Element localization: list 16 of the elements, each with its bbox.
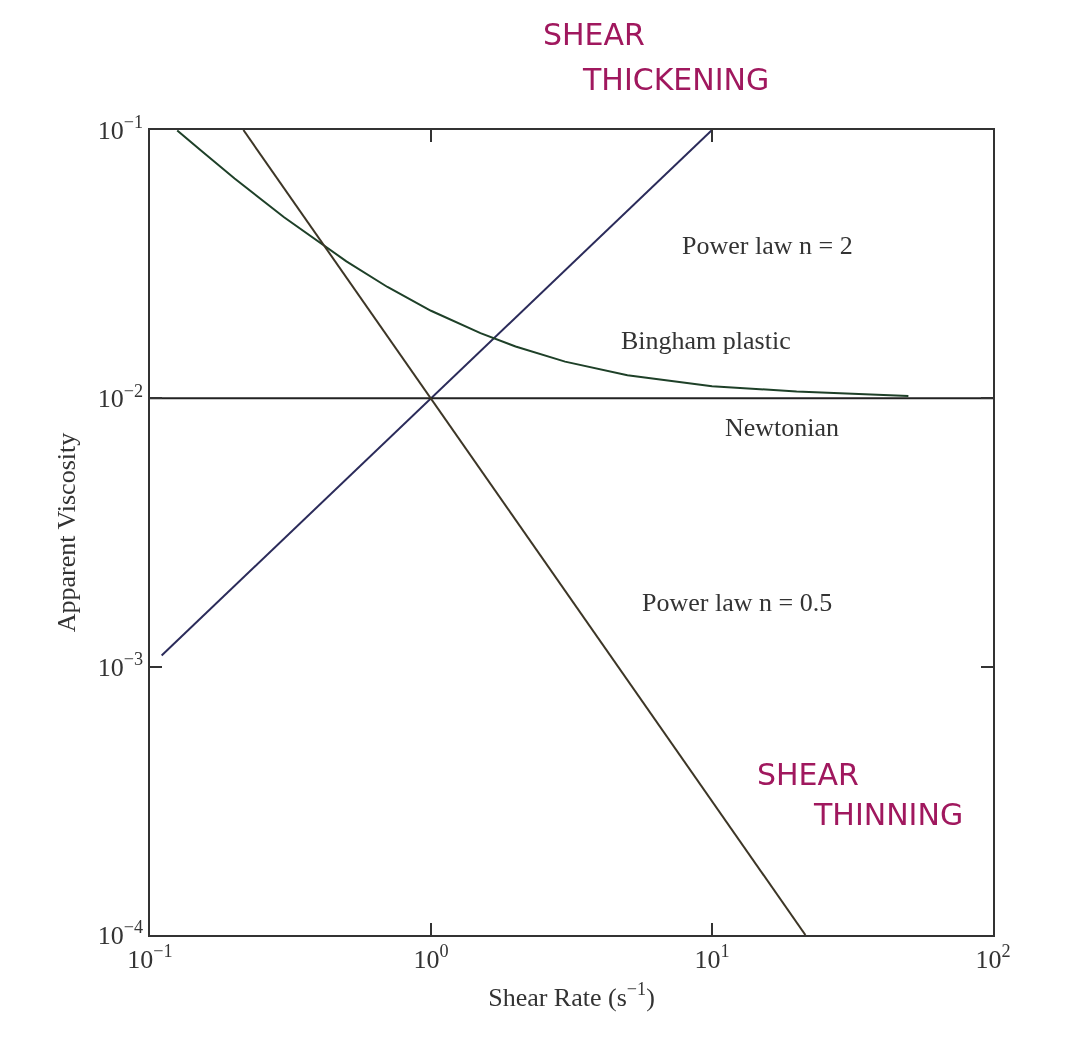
annotation: Power law n = 0.5	[642, 588, 833, 617]
text: SHEAR	[543, 17, 645, 52]
x-tick-label: 10$^{0}$	[413, 941, 449, 974]
y-tick-label: 10$^{−1}$	[97, 112, 144, 146]
annotation: Power law n = 2	[682, 231, 853, 260]
annotation: THINNING	[813, 797, 964, 832]
annotation: Bingham plastic	[621, 326, 791, 355]
text: THICKENING	[582, 62, 770, 97]
x-axis-title: Shear Rate (s$^{−1}$)	[488, 979, 655, 1013]
annotation: SHEAR	[757, 757, 859, 792]
y-tick-label: 10$^{−2}$	[97, 380, 144, 414]
x-tick-label: 10$^{1}$	[694, 941, 730, 974]
annotation: Newtonian	[725, 413, 840, 442]
y-axis-title: Apparent Viscosity	[51, 432, 81, 633]
x-tick-label: 10$^{2}$	[975, 941, 1011, 974]
y-tick-label: 10$^{−3}$	[97, 648, 144, 682]
